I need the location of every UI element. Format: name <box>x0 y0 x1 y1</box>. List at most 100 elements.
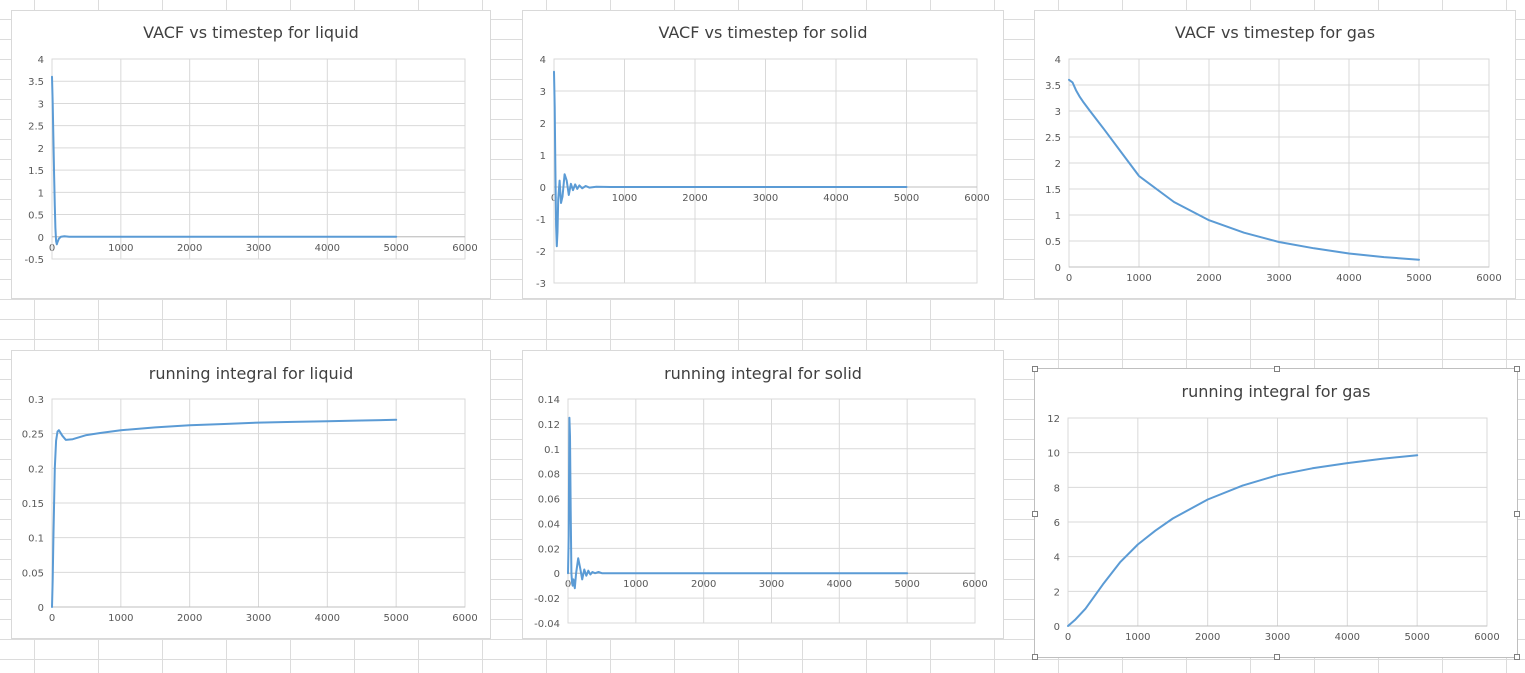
resize-handle-right[interactable] <box>1514 511 1520 517</box>
x-tick-label: 4000 <box>1336 273 1361 284</box>
y-tick-label: 0 <box>1055 263 1061 274</box>
x-tick-label: 1000 <box>108 613 133 624</box>
y-tick-label: -1 <box>536 215 546 226</box>
x-tick-label: 0 <box>1065 632 1071 643</box>
chart-integral-liquid[interactable]: running integral for liquid 0 0.05 0.1 0.15… <box>11 350 491 639</box>
x-tick-label: 6000 <box>1476 273 1501 284</box>
y-tick-label: 1.5 <box>28 166 44 177</box>
y-tick-label: 0.12 <box>538 420 560 431</box>
y-tick-label: 4 <box>1055 55 1061 66</box>
resize-handle-bottom[interactable] <box>1274 654 1280 660</box>
chart-integral-solid[interactable]: running integral for solid -0.04 -0.02 0 0.… <box>522 350 1004 639</box>
x-tick-label: 6000 <box>1474 632 1499 643</box>
y-tick-label: 0.08 <box>538 470 560 481</box>
resize-handle-left[interactable] <box>1032 511 1038 517</box>
y-tick-label: 2 <box>38 144 44 155</box>
x-tick-label: 5000 <box>894 579 919 590</box>
y-tick-label: 0.02 <box>538 544 560 555</box>
y-tick-label: 4 <box>1054 553 1060 564</box>
x-tick-label: 2000 <box>682 193 707 204</box>
x-tick-label: 4000 <box>315 243 340 254</box>
x-tick-label: 5000 <box>894 193 919 204</box>
resize-handle-top[interactable] <box>1274 366 1280 372</box>
y-tick-label: 1 <box>1055 211 1061 222</box>
y-tick-label: 0.1 <box>28 534 44 545</box>
series-line <box>567 416 909 590</box>
chart-vacf-gas[interactable]: VACF vs timestep for gas 0 0.5 1 1.5 2 2.5 3 3.… <box>1034 10 1516 299</box>
y-tick-label: 10 <box>1047 449 1060 460</box>
x-tick-label: 2000 <box>691 579 716 590</box>
chart-integral-gas[interactable]: running integral for gas 0 2 4 6 8 10 12 0 1000 2… <box>1032 366 1520 660</box>
y-tick-label: 1.5 <box>1045 185 1061 196</box>
y-tick-label: 2 <box>540 119 546 130</box>
x-tick-label: 4000 <box>827 579 852 590</box>
series-line <box>553 70 908 248</box>
x-tick-label: 2000 <box>177 613 202 624</box>
y-tick-label: 2.5 <box>1045 133 1061 144</box>
x-tick-label: 5000 <box>383 613 408 624</box>
x-tick-label: 2000 <box>1196 273 1221 284</box>
y-tick-label: 3 <box>540 87 546 98</box>
x-tick-label: 1000 <box>1126 273 1151 284</box>
y-tick-label: 0 <box>1054 622 1060 633</box>
x-tick-label: 1000 <box>108 243 133 254</box>
resize-handle-top-right[interactable] <box>1514 366 1520 372</box>
x-tick-label: 3000 <box>246 243 271 254</box>
y-tick-label: 4 <box>540 55 546 66</box>
x-tick-label: 5000 <box>1404 632 1429 643</box>
x-tick-label: 1000 <box>612 193 637 204</box>
x-tick-label: 0 <box>49 613 55 624</box>
chart-vacf-liquid[interactable]: VACF vs timestep for liquid -0.5 0 0.5 1 1.5… <box>11 10 491 299</box>
y-tick-label: 2.5 <box>28 122 44 133</box>
x-tick-label: 0 <box>1066 273 1072 284</box>
x-tick-label: 2000 <box>1195 632 1220 643</box>
y-tick-label: 2 <box>1054 587 1060 598</box>
plot-area: -0.500.511.522.533.540 1000 2000 3000 4000 50… <box>24 55 477 266</box>
y-tick-label: 0 <box>38 233 44 244</box>
y-tick-label: 3.5 <box>1045 81 1061 92</box>
x-tick-label: 2000 <box>177 243 202 254</box>
y-tick-label: 0.2 <box>28 464 44 475</box>
x-tick-label: 1000 <box>1125 632 1150 643</box>
y-tick-label: 2 <box>1055 159 1061 170</box>
y-tick-label: -0.04 <box>534 619 560 630</box>
x-tick-label: 4000 <box>315 613 340 624</box>
y-tick-label: 1 <box>540 151 546 162</box>
y-tick-label: 0.1 <box>544 445 560 456</box>
y-tick-label: 4 <box>38 55 44 66</box>
resize-handle-bottom-right[interactable] <box>1514 654 1520 660</box>
chart-title: running integral for gas <box>1181 382 1371 401</box>
plot-frame <box>553 58 978 284</box>
y-tick-label: 0.06 <box>538 495 560 506</box>
chart-title: running integral for solid <box>664 364 862 383</box>
x-tick-label: 5000 <box>1406 273 1431 284</box>
y-tick-label: 6 <box>1054 518 1060 529</box>
plot-frame <box>51 58 466 260</box>
x-tick-label: 3000 <box>1265 632 1290 643</box>
y-tick-label: -3 <box>536 279 546 290</box>
x-tick-label: 3000 <box>759 579 784 590</box>
y-tick-label: 0.05 <box>22 568 44 579</box>
x-tick-label: 4000 <box>1335 632 1360 643</box>
y-tick-label: 0.5 <box>1045 237 1061 248</box>
y-tick-label: 12 <box>1047 414 1060 425</box>
chart-vacf-solid[interactable]: VACF vs timestep for solid -3 -2 -1 0 1 2 3 4 0 1… <box>522 10 1004 299</box>
chart-title: VACF vs timestep for liquid <box>143 23 359 42</box>
y-tick-label: 0.3 <box>28 395 44 406</box>
y-tick-label: 0 <box>554 569 560 580</box>
plot-area: 0 2 4 6 8 10 12 0 1000 2000 3000 4000 5000 6000 <box>1047 414 1499 643</box>
y-tick-label: 8 <box>1054 483 1060 494</box>
resize-handle-bottom-left[interactable] <box>1032 654 1038 660</box>
y-tick-label: 0.14 <box>538 395 560 406</box>
x-tick-label: 3000 <box>1266 273 1291 284</box>
resize-handle-top-left[interactable] <box>1032 366 1038 372</box>
y-tick-label: 0 <box>540 183 546 194</box>
series-line <box>1067 454 1419 627</box>
x-tick-label: 6000 <box>452 613 477 624</box>
y-tick-label: 0.5 <box>28 211 44 222</box>
y-tick-label: 0.04 <box>538 519 560 530</box>
y-tick-label: 0.15 <box>22 499 44 510</box>
y-tick-label: 3 <box>38 99 44 110</box>
y-tick-label: -0.02 <box>534 594 560 605</box>
